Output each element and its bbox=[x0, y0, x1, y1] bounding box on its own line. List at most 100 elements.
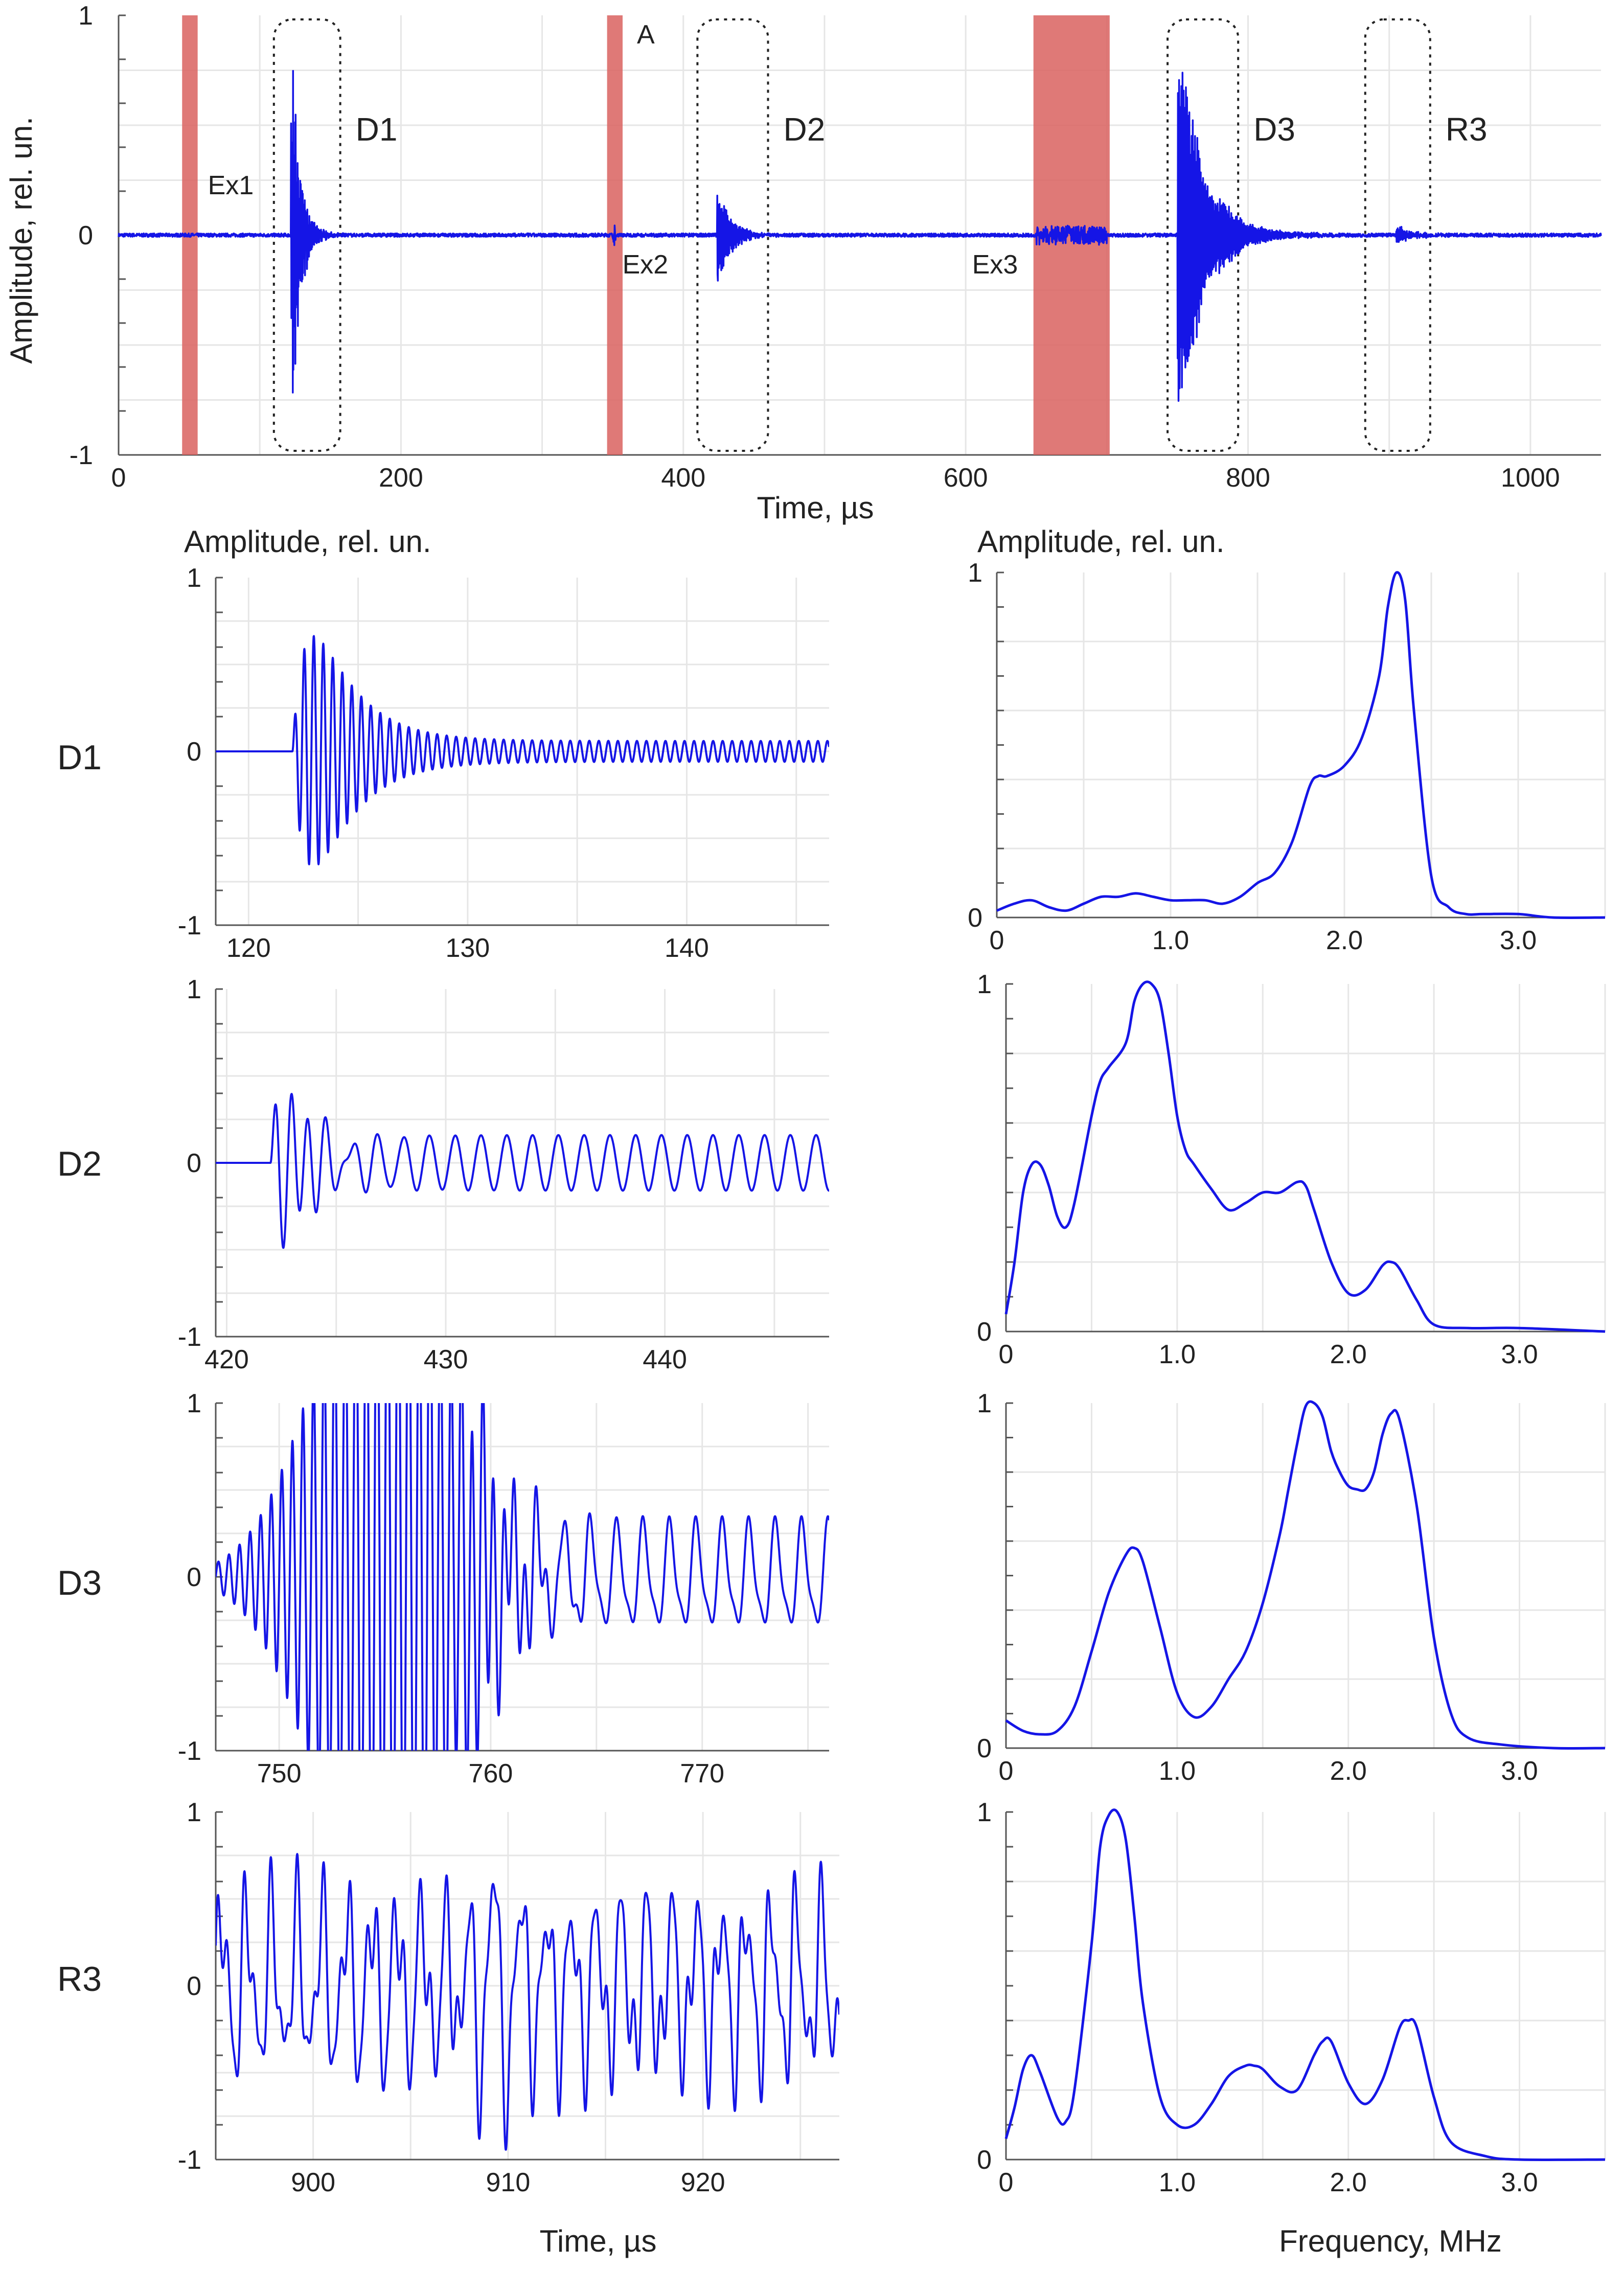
row-label-d3: D3 bbox=[57, 1564, 102, 1602]
D1-spectrum-x-tick-label: 1.0 bbox=[1152, 926, 1189, 955]
overview-y-tick-label: -1 bbox=[70, 441, 93, 470]
D1-time-x-tick-label: 140 bbox=[665, 933, 709, 963]
overview-axes: 0 200 400 600 800 1000 -1 0 1 bbox=[70, 1, 1601, 493]
D1-spectrum-x-tick-label: 0 bbox=[990, 926, 1004, 955]
excitation-label-ex1: Ex1 bbox=[208, 171, 254, 200]
R3-spectrum-marks bbox=[1004, 1808, 1606, 2161]
D3-spectrum-x-tick-label: 0 bbox=[999, 1756, 1014, 1786]
R3-time-x-tick-label: 920 bbox=[681, 2168, 725, 2197]
overview-signal-line bbox=[118, 70, 1602, 402]
D3-time-y-tick-label: -1 bbox=[178, 1736, 201, 1766]
D3-time-x-tick-label: 770 bbox=[680, 1759, 724, 1788]
bottom-time-label: Time, µs bbox=[539, 2224, 656, 2258]
window-label-r3: R3 bbox=[1446, 111, 1488, 148]
R3-spectrum-x-tick-label: 2.0 bbox=[1330, 2168, 1367, 2197]
D1-spectrum-y-tick-label: 1 bbox=[968, 558, 982, 588]
R3-time-x-tick-label: 910 bbox=[486, 2168, 530, 2197]
right-column-y-label: Amplitude, rel. un. bbox=[977, 524, 1225, 559]
D2-spectrum-marks bbox=[1004, 980, 1606, 1333]
row-label-r3: R3 bbox=[57, 1960, 102, 1999]
D2-time-y-tick-label: -1 bbox=[178, 1322, 201, 1352]
R3-spectrum-y-tick-label: 0 bbox=[977, 2145, 992, 2175]
D2-time-marks bbox=[216, 1093, 829, 1249]
overview-y-tick-label: 0 bbox=[78, 221, 93, 250]
R3-spectrum-x-tick-label: 1.0 bbox=[1159, 2168, 1196, 2197]
D3-spectrum-x-tick-label: 2.0 bbox=[1330, 1756, 1367, 1786]
R3-time-y-tick-label: 1 bbox=[187, 1798, 201, 1827]
D2-time-y-tick-label: 0 bbox=[187, 1149, 201, 1178]
D3-time-x-tick-label: 760 bbox=[469, 1759, 513, 1788]
R3-time-y-tick-label: -1 bbox=[178, 2145, 201, 2175]
D2-spectrum-y-tick-label: 0 bbox=[977, 1317, 992, 1347]
overview-marks: Ex1 Ex2 Ex3 A D1 D2 D3 R3 bbox=[118, 15, 1602, 455]
D3-spectrum-x-tick-label: 1.0 bbox=[1159, 1756, 1196, 1786]
D2-time-x-tick-label: 430 bbox=[424, 1345, 468, 1374]
R3-time-x-tick-label: 900 bbox=[291, 2168, 335, 2197]
D1-time-y-tick-label: 1 bbox=[187, 563, 201, 593]
D1-spectrum-x-tick-label: 2.0 bbox=[1326, 926, 1363, 955]
D2-time-axes: 420 430 440 -1 0 1 bbox=[178, 975, 829, 1374]
R3-spectrum-y-tick-label: 1 bbox=[977, 1798, 992, 1827]
overview-x-tick-label: 400 bbox=[661, 463, 705, 493]
D2-spectrum-axes: 0 1.0 2.0 3.0 0 1 bbox=[977, 970, 1606, 1369]
D3-spectrum-spectrum-line bbox=[1005, 1400, 1606, 1750]
D1-time-marks bbox=[216, 635, 829, 865]
D1-spectrum-axes: 0 1.0 2.0 3.0 0 1 bbox=[968, 558, 1606, 955]
excitation-label-ex2: Ex2 bbox=[623, 250, 669, 280]
overview-x-tick-label: 0 bbox=[111, 463, 126, 493]
D2-spectrum-x-tick-label: 2.0 bbox=[1330, 1340, 1367, 1369]
D1-spectrum-x-tick-label: 3.0 bbox=[1500, 926, 1537, 955]
marker-label-a: A bbox=[637, 20, 655, 50]
overview-y-tick-label: 1 bbox=[78, 1, 93, 31]
R3-time-marks bbox=[216, 1853, 839, 2151]
D3-spectrum-marks bbox=[1005, 1400, 1606, 1750]
D2-spectrum-x-tick-label: 1.0 bbox=[1159, 1340, 1196, 1369]
overview-x-tick-label: 800 bbox=[1226, 463, 1270, 493]
D1-time-axes: 120 130 140 -1 0 1 bbox=[178, 563, 829, 963]
D1-time-signal-line bbox=[216, 635, 829, 865]
row-label-d1: D1 bbox=[57, 738, 102, 777]
D2-time-x-tick-label: 420 bbox=[204, 1345, 249, 1374]
D2-spectrum-x-tick-label: 3.0 bbox=[1501, 1340, 1538, 1369]
R3-spectrum-x-tick-label: 3.0 bbox=[1501, 2168, 1538, 2197]
row-label-d2: D2 bbox=[57, 1144, 102, 1183]
D2-spectrum-y-tick-label: 1 bbox=[977, 970, 992, 999]
D1-spectrum-spectrum-line bbox=[996, 571, 1606, 919]
D3-time-y-tick-label: 1 bbox=[187, 1389, 201, 1418]
D2-spectrum-spectrum-line bbox=[1004, 980, 1606, 1333]
window-label-d3: D3 bbox=[1253, 111, 1295, 148]
D1-time-x-tick-label: 130 bbox=[445, 933, 490, 963]
D1-spectrum-marks bbox=[996, 571, 1606, 919]
D2-spectrum-x-tick-label: 0 bbox=[999, 1340, 1014, 1369]
D3-spectrum-y-tick-label: 0 bbox=[977, 1734, 992, 1763]
D3-spectrum-x-tick-label: 3.0 bbox=[1501, 1756, 1538, 1786]
D1-spectrum-y-tick-label: 0 bbox=[968, 903, 982, 933]
bottom-frequency-label: Frequency, MHz bbox=[1279, 2224, 1502, 2258]
D3-time-y-tick-label: 0 bbox=[187, 1563, 201, 1592]
D2-time-x-tick-label: 440 bbox=[643, 1345, 687, 1374]
D1-time-y-tick-label: -1 bbox=[178, 911, 201, 940]
overview-x-tick-label: 200 bbox=[379, 463, 423, 493]
overview-x-label: Time, µs bbox=[757, 491, 874, 525]
left-column-y-label: Amplitude, rel. un. bbox=[184, 524, 431, 559]
R3-spectrum-x-tick-label: 0 bbox=[999, 2168, 1014, 2197]
D3-time-x-tick-label: 750 bbox=[257, 1759, 302, 1788]
overview-x-tick-label: 600 bbox=[944, 463, 988, 493]
R3-spectrum-axes: 0 1.0 2.0 3.0 0 1 bbox=[977, 1798, 1606, 2197]
D1-time-y-tick-label: 0 bbox=[187, 737, 201, 767]
D1-time-x-tick-label: 120 bbox=[226, 933, 271, 963]
R3-time-signal-line bbox=[216, 1853, 839, 2151]
D3-spectrum-y-tick-label: 1 bbox=[977, 1389, 992, 1418]
overview-x-tick-label: 1000 bbox=[1501, 463, 1560, 493]
D3-time-marks bbox=[216, 1403, 829, 1751]
D2-time-signal-line bbox=[216, 1093, 829, 1249]
D3-spectrum-axes: 0 1.0 2.0 3.0 0 1 bbox=[977, 1389, 1606, 1786]
R3-spectrum-spectrum-line bbox=[1004, 1808, 1606, 2161]
D2-time-y-tick-label: 1 bbox=[187, 975, 201, 1004]
D3-time-signal-line bbox=[216, 1403, 829, 1751]
overview-y-label: Amplitude, rel. un. bbox=[4, 117, 38, 364]
R3-time-y-tick-label: 0 bbox=[187, 1971, 201, 2001]
D3-time-axes: 750 760 770 -1 0 1 bbox=[178, 1389, 829, 1788]
